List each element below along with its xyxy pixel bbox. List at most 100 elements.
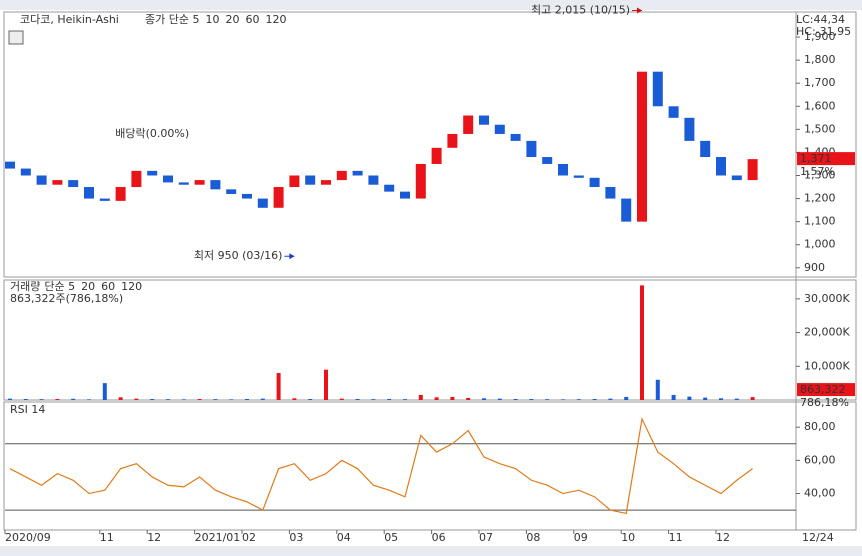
volume-bar xyxy=(181,399,186,400)
candle-body xyxy=(400,191,410,199)
volume-bar xyxy=(450,396,455,400)
candle-body xyxy=(558,163,568,176)
grid-icon[interactable] xyxy=(8,30,24,45)
volume-bar xyxy=(687,396,692,400)
candle-body xyxy=(305,175,316,185)
y-tick-label: 60,00 xyxy=(804,453,836,466)
hc-label: HC:-31,95 xyxy=(796,25,851,38)
y-tick-label: 1,100 xyxy=(804,215,836,228)
candle-body xyxy=(668,106,679,118)
last-volume: 863,322 xyxy=(800,383,846,396)
y-tick-label: 1,300 xyxy=(804,168,836,181)
x-tick-label: 11 xyxy=(669,531,683,544)
x-tick-label: 04 xyxy=(337,531,351,544)
volume-bar xyxy=(118,397,123,400)
x-tick-label: 2021/01 xyxy=(195,531,241,544)
candle-body xyxy=(494,124,505,134)
top-strip xyxy=(0,0,862,10)
volume-bar xyxy=(8,398,12,400)
volume-bar xyxy=(418,394,423,400)
x-tick-label: 07 xyxy=(479,531,493,544)
candle-body xyxy=(321,180,331,185)
candle-body xyxy=(131,170,142,188)
volume-bar xyxy=(87,399,91,400)
y-tick-label: 1,900 xyxy=(804,30,836,43)
y-tick-label: 1,600 xyxy=(804,99,836,112)
candle-body xyxy=(368,175,379,185)
rsi-line xyxy=(9,416,753,515)
y-tick-label: 1,000 xyxy=(804,238,836,251)
candle-body xyxy=(5,161,15,169)
volume-bar xyxy=(403,399,407,400)
y-tick-label: 1,500 xyxy=(804,122,836,135)
volume-bar xyxy=(260,398,265,400)
panel-title: RSI 14 xyxy=(10,403,45,416)
volume-bar xyxy=(55,398,60,400)
volume-bar xyxy=(434,397,439,400)
candle-body xyxy=(163,175,173,183)
candle-body xyxy=(210,180,221,190)
volume-bar xyxy=(561,399,565,400)
legend-item: 20 xyxy=(225,13,239,26)
volume-bar xyxy=(245,398,249,400)
bottom-strip xyxy=(0,546,862,556)
candle-body xyxy=(289,175,300,188)
volume-bar xyxy=(213,399,218,400)
y-tick-label: 1,800 xyxy=(804,53,836,66)
legend-item: 20 xyxy=(81,280,95,293)
arrow-head xyxy=(637,7,642,14)
rsi-panel xyxy=(3,401,857,531)
volume-bar xyxy=(339,398,344,400)
candle-body xyxy=(68,180,79,188)
volume-bar xyxy=(39,399,44,400)
legend-item: 60 xyxy=(101,280,115,293)
y-tick-label: 20,000K xyxy=(804,326,850,339)
candle-body xyxy=(242,193,252,199)
y-tick-label: 10,000K xyxy=(804,359,850,372)
last-volume-box xyxy=(797,383,855,397)
candle-body xyxy=(20,168,31,176)
volume-bar xyxy=(513,398,518,400)
x-tick-label: 12 xyxy=(716,531,730,544)
candle-body xyxy=(352,170,363,176)
y-tick-label: 900 xyxy=(804,261,825,274)
y-tick-label: 1,200 xyxy=(804,192,836,205)
candle-body xyxy=(605,187,616,199)
candle-body xyxy=(589,177,600,188)
x-tick-label: 10 xyxy=(621,531,635,544)
volume-bar xyxy=(671,394,676,400)
candle-body xyxy=(115,187,126,201)
volume-bar xyxy=(655,379,660,400)
last-change: 1.57% xyxy=(800,165,835,178)
volume-bar xyxy=(624,396,629,400)
arrow-head xyxy=(289,253,295,260)
x-tick-label: 05 xyxy=(384,531,398,544)
candle-body xyxy=(700,140,711,158)
volume-bar xyxy=(324,369,328,400)
volume-bar xyxy=(719,398,723,400)
volume-bar xyxy=(371,399,376,400)
candle-body xyxy=(257,198,268,208)
candle-body xyxy=(716,157,726,176)
volume-panel xyxy=(3,279,857,401)
candle-body xyxy=(479,115,489,125)
price-panel xyxy=(3,11,857,278)
candle-body xyxy=(510,133,521,141)
annotation: 최저 950 (03/16) xyxy=(194,249,283,262)
last-price-box xyxy=(797,152,855,166)
volume-bar xyxy=(703,397,708,400)
candle-body xyxy=(147,170,158,176)
y-tick-label: 80,00 xyxy=(804,420,836,433)
candle-body xyxy=(542,157,553,164)
volume-bar xyxy=(276,373,281,400)
volume-bar xyxy=(750,397,755,400)
legend-item: 120 xyxy=(265,13,286,26)
volume-bar xyxy=(166,399,170,400)
volume-bar xyxy=(71,398,76,400)
volume-bar xyxy=(197,398,202,400)
candle-body xyxy=(384,184,395,192)
volume-bar xyxy=(497,398,502,400)
lc-label: LC:44,34 xyxy=(796,13,845,26)
x-tick-label: 2020/09 xyxy=(5,531,51,544)
